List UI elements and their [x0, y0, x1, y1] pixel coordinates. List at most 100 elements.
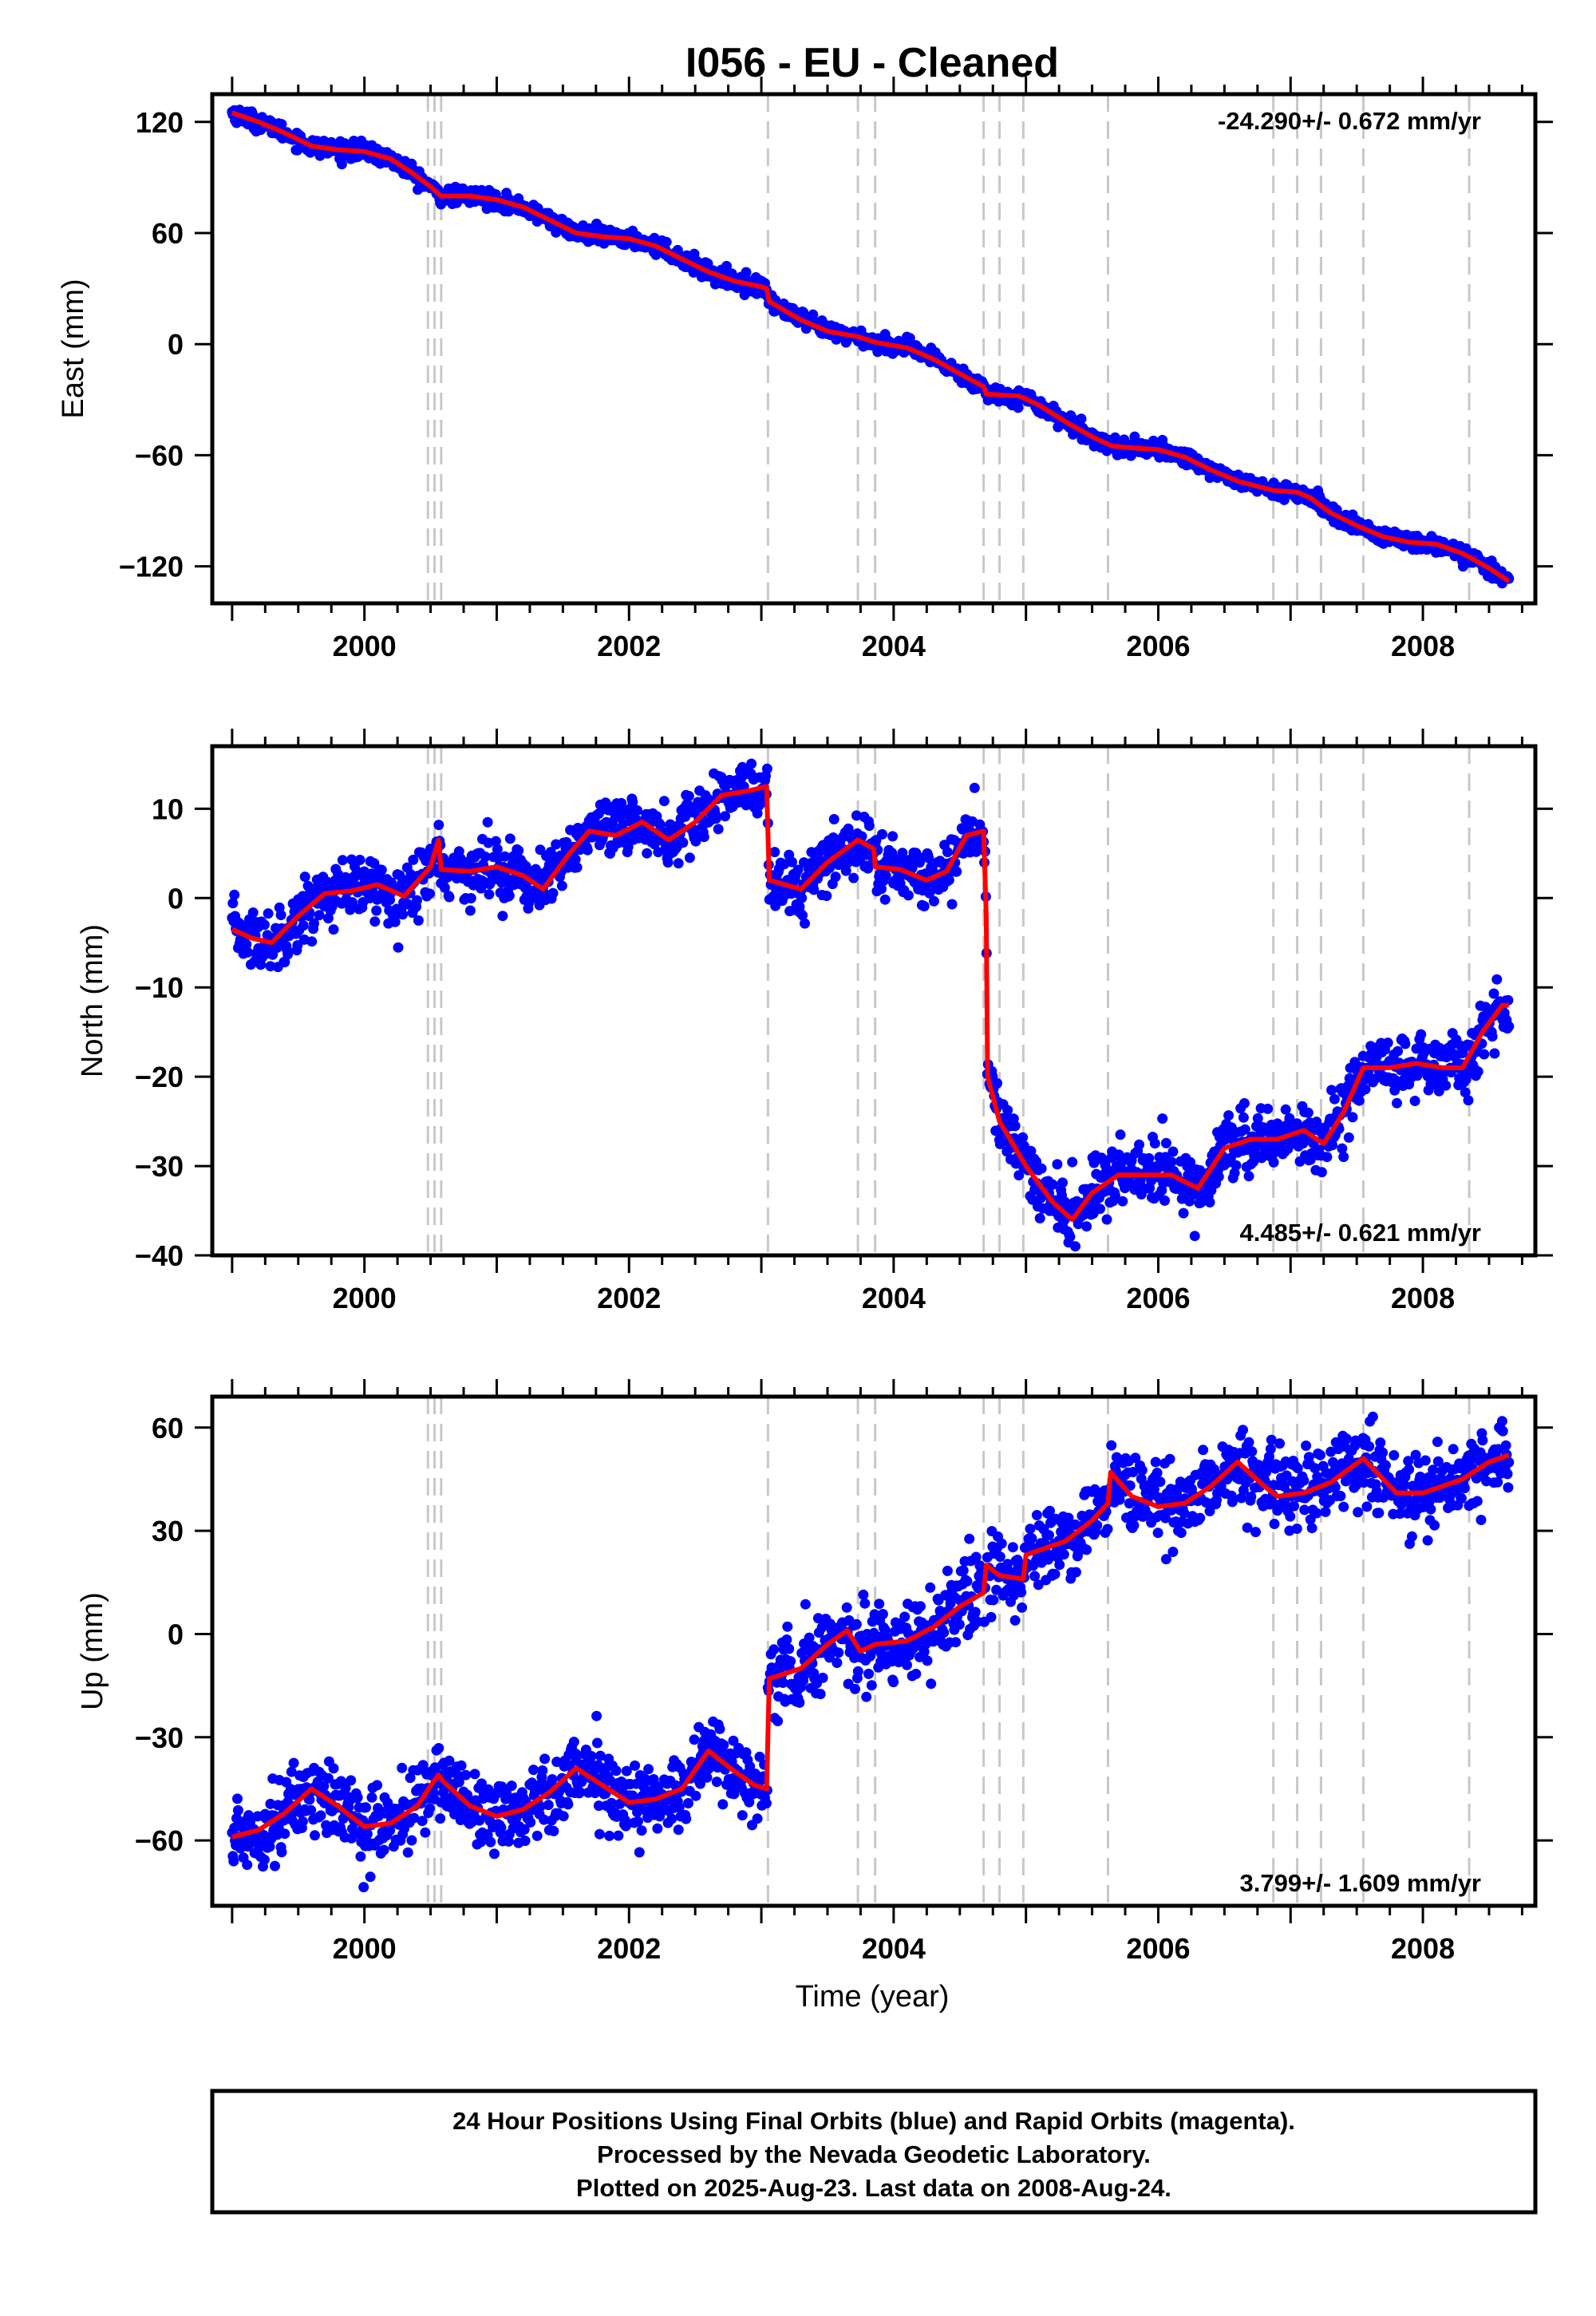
data-point	[1076, 413, 1087, 425]
data-point	[433, 820, 444, 831]
data-point	[1167, 1146, 1179, 1157]
data-point	[673, 1824, 684, 1836]
data-point	[1134, 1139, 1144, 1150]
data-point	[1360, 1084, 1371, 1095]
x-tick-label: 2008	[1391, 630, 1455, 662]
data-point	[701, 1772, 713, 1783]
y-tick-label: 0	[168, 328, 184, 361]
data-point	[817, 1672, 828, 1683]
data-point	[504, 890, 515, 901]
data-point	[1178, 1207, 1189, 1219]
data-point	[718, 1740, 729, 1750]
data-point	[721, 260, 732, 271]
data-point	[695, 1778, 706, 1789]
data-point	[548, 1825, 559, 1836]
data-point	[678, 837, 689, 848]
data-point	[241, 939, 252, 950]
data-point	[337, 855, 348, 866]
data-point	[279, 1828, 290, 1840]
data-point	[402, 1847, 413, 1858]
data-point	[1204, 1197, 1215, 1207]
x-tick-label: 2002	[597, 1282, 661, 1314]
data-point	[858, 1589, 869, 1600]
x-tick-label: 2000	[333, 630, 397, 662]
data-point	[412, 895, 422, 906]
north-rate-label: 4.485+/- 0.621 mm/yr	[1240, 1219, 1481, 1247]
data-point	[784, 1643, 795, 1654]
data-point	[595, 1750, 606, 1761]
data-point	[828, 814, 839, 824]
data-point	[926, 1678, 937, 1690]
data-point	[425, 888, 435, 899]
data-point	[497, 911, 508, 922]
data-point	[614, 1798, 626, 1809]
data-point	[484, 889, 495, 900]
data-point	[408, 854, 419, 865]
data-point	[1329, 1093, 1340, 1105]
data-point	[1238, 1098, 1250, 1109]
data-point	[1338, 1152, 1349, 1163]
data-point	[525, 1816, 536, 1828]
data-point	[887, 831, 899, 842]
data-point	[480, 852, 491, 862]
data-point	[606, 1797, 617, 1808]
data-point	[808, 309, 819, 320]
data-point	[386, 877, 397, 888]
data-point	[1189, 1231, 1200, 1242]
data-point	[627, 796, 638, 808]
data-point	[1065, 1231, 1076, 1243]
data-point	[928, 895, 939, 907]
data-point	[632, 1816, 643, 1827]
data-point	[1002, 1559, 1013, 1570]
data-point	[1034, 1213, 1045, 1223]
data-point	[632, 805, 642, 816]
data-point	[378, 1844, 389, 1856]
data-point	[275, 910, 286, 920]
data-point	[1149, 1138, 1160, 1149]
data-point	[717, 1799, 729, 1810]
data-point	[684, 852, 695, 864]
data-point	[768, 1644, 780, 1655]
data-point	[465, 893, 476, 903]
data-point	[815, 1689, 826, 1700]
data-point	[654, 1811, 666, 1822]
x-tick-label: 2002	[597, 630, 661, 662]
data-point	[1160, 1137, 1171, 1148]
data-point	[877, 1609, 888, 1619]
data-point	[361, 1802, 371, 1813]
y-tick-label: −60	[135, 439, 184, 472]
data-point	[1204, 1506, 1215, 1516]
data-point	[1029, 1571, 1041, 1582]
data-point	[958, 1565, 969, 1576]
data-point	[792, 864, 804, 875]
data-point	[798, 1675, 809, 1686]
data-point	[1026, 1533, 1037, 1544]
data-point	[950, 1637, 962, 1648]
north-frame	[210, 744, 1538, 1258]
data-point	[1128, 1467, 1139, 1477]
data-point	[259, 919, 270, 931]
data-point	[229, 889, 240, 900]
data-point	[476, 1778, 487, 1789]
data-point	[1130, 1452, 1141, 1464]
data-point	[1393, 1045, 1403, 1057]
data-point	[874, 1599, 885, 1610]
data-point	[714, 1723, 725, 1734]
data-point	[713, 824, 724, 835]
y-tick-label: −120	[119, 551, 184, 583]
data-point	[1081, 1221, 1092, 1232]
data-point	[1166, 1156, 1177, 1168]
data-point	[954, 1619, 965, 1630]
data-point	[1058, 1549, 1069, 1560]
data-point	[643, 1764, 654, 1775]
data-point	[911, 1669, 922, 1679]
data-point	[366, 1792, 377, 1803]
data-point	[314, 910, 325, 921]
data-point	[642, 848, 653, 859]
data-point	[1167, 1547, 1179, 1557]
data-point	[636, 1825, 647, 1836]
data-point	[367, 886, 378, 897]
data-point	[1007, 1542, 1018, 1553]
data-point	[772, 1716, 784, 1726]
